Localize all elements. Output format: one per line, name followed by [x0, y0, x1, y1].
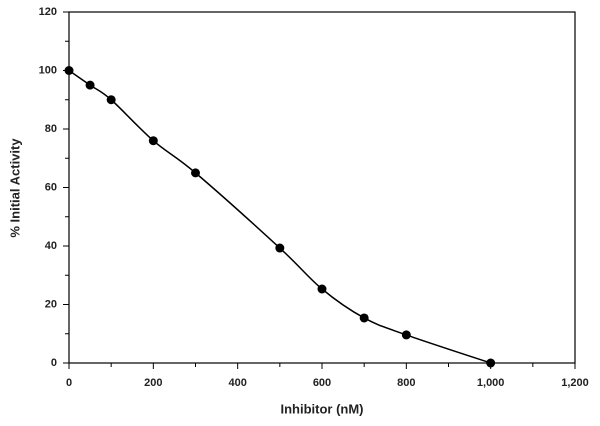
data-point — [275, 243, 285, 253]
data-point — [64, 66, 74, 75]
data-point — [486, 358, 496, 368]
x-tick-label: 1,200 — [561, 377, 589, 389]
data-point — [359, 313, 369, 323]
y-tick-label: 40 — [45, 240, 57, 252]
data-point — [401, 330, 411, 340]
plot-frame — [68, 11, 576, 364]
x-axis-title: Inhibitor (nM) — [280, 401, 363, 416]
data-point — [148, 136, 158, 146]
y-tick-label: 20 — [45, 298, 57, 310]
y-axis-title: % Initial Activity — [7, 138, 22, 238]
x-tick-label: 0 — [66, 377, 72, 389]
y-tick-label: 0 — [51, 357, 57, 369]
x-tick-label: 600 — [313, 377, 331, 389]
x-tick-label: 1,000 — [477, 377, 505, 389]
data-point — [106, 95, 116, 105]
y-tick-label: 60 — [45, 181, 57, 193]
y-tick-label: 120 — [39, 6, 57, 18]
data-point — [317, 284, 327, 294]
y-tick-label: 100 — [39, 64, 57, 76]
y-tick-label: 80 — [45, 123, 57, 135]
x-tick-label: 400 — [228, 377, 246, 389]
data-line — [68, 69, 491, 364]
data-point — [85, 80, 95, 90]
x-tick-label: 800 — [397, 377, 415, 389]
x-tick-label: 200 — [144, 377, 162, 389]
data-point — [191, 168, 200, 178]
